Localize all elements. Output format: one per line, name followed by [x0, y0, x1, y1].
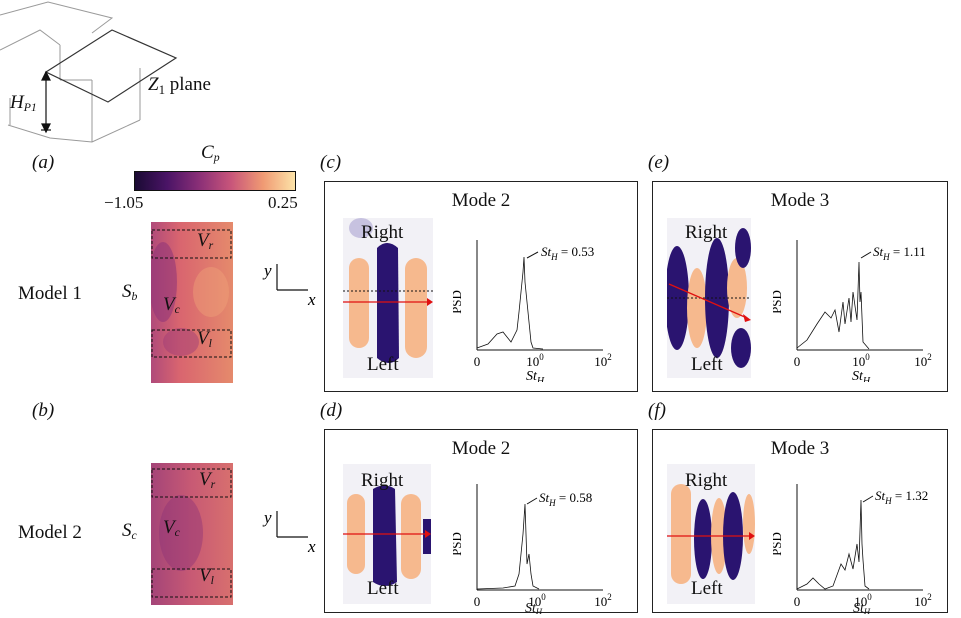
svg-text:StH: StH — [526, 369, 545, 382]
svg-text:PSD: PSD — [453, 532, 464, 556]
svg-text:PSD: PSD — [773, 290, 784, 314]
mode-panel-f: Mode 3 Right Left PSD 0 100 102 StH = 1.… — [652, 429, 948, 616]
body-schematic — [0, 1, 178, 143]
xlabel: StH — [853, 601, 871, 617]
xlabel: StH — [525, 601, 543, 617]
svg-text:StH = 0.58: StH = 0.58 — [539, 490, 592, 508]
panel-label-e: (e) — [648, 152, 670, 173]
mode-shape-map — [343, 464, 431, 604]
panel-label-c: (c) — [320, 152, 342, 173]
svg-text:0: 0 — [794, 354, 801, 369]
mode-panel-d: Mode 2 Right Left PSD 0 100 102 StH = 0.… — [324, 429, 638, 616]
height-label: HP1 — [10, 92, 37, 114]
cp-surface-map-model1: Vr Vc Vl — [149, 222, 233, 383]
mode-shape-map — [667, 218, 751, 378]
y-axis-label: y — [262, 261, 272, 280]
surface-label-sb: Sb — [122, 281, 138, 303]
plane-label: Z1 plane — [148, 74, 211, 98]
mode-panel-c: Mode 2 Right Left PSD 0 100 102 StH StH … — [324, 181, 638, 392]
svg-text:0: 0 — [474, 354, 481, 369]
colorbar — [134, 171, 296, 191]
svg-text:PSD: PSD — [453, 290, 464, 314]
svg-text:100: 100 — [526, 352, 544, 369]
psd-plot: PSD 0 100 102 StH = 1.32 — [773, 484, 932, 609]
svg-text:PSD: PSD — [773, 532, 784, 556]
colorbar-label: Cp — [201, 142, 220, 164]
svg-text:0: 0 — [794, 594, 801, 609]
x-axis-label: x — [307, 290, 316, 308]
axis-indicator-2: y x — [262, 508, 316, 555]
svg-text:x: x — [307, 537, 316, 555]
surface-label-sc: Sc — [122, 520, 137, 542]
panel-label-b: (b) — [32, 400, 55, 421]
psd-plot: PSD 0 100 102 StH = 0.58 — [453, 484, 612, 609]
panel-label-f: (f) — [648, 400, 666, 421]
mode-shape-map — [343, 218, 433, 378]
model-2-label: Model 2 — [18, 522, 82, 543]
svg-text:102: 102 — [594, 592, 612, 609]
colorbar-min-label: −1.05 — [104, 193, 144, 212]
svg-text:100: 100 — [852, 352, 870, 369]
panel-label-d: (d) — [320, 400, 343, 421]
colorbar-max-label: 0.25 — [268, 193, 298, 212]
psd-plot: PSD 0 100 102 StH StH = 0.53 — [453, 240, 612, 382]
mode-shape-map — [667, 464, 755, 604]
panel-label-a: (a) — [32, 152, 55, 173]
svg-text:StH = 1.32: StH = 1.32 — [875, 488, 928, 506]
svg-text:StH: StH — [852, 369, 871, 382]
svg-text:102: 102 — [594, 352, 612, 369]
cp-surface-map-model2: Vr Vc Vl — [151, 463, 233, 605]
axis-indicator-1: y x — [262, 261, 316, 308]
svg-text:0: 0 — [474, 594, 481, 609]
svg-text:StH = 0.53: StH = 0.53 — [541, 244, 594, 262]
svg-text:y: y — [262, 508, 272, 527]
mode-panel-e: Mode 3 Right Left PSD 0 100 102 StH StH … — [652, 181, 948, 392]
model-1-label: Model 1 — [18, 283, 82, 304]
svg-text:102: 102 — [914, 592, 932, 609]
psd-plot: PSD 0 100 102 StH StH = 1.11 — [773, 240, 932, 382]
svg-text:StH = 1.11: StH = 1.11 — [873, 244, 926, 262]
svg-text:102: 102 — [914, 352, 932, 369]
mode-title: Mode 2 — [451, 190, 511, 211]
